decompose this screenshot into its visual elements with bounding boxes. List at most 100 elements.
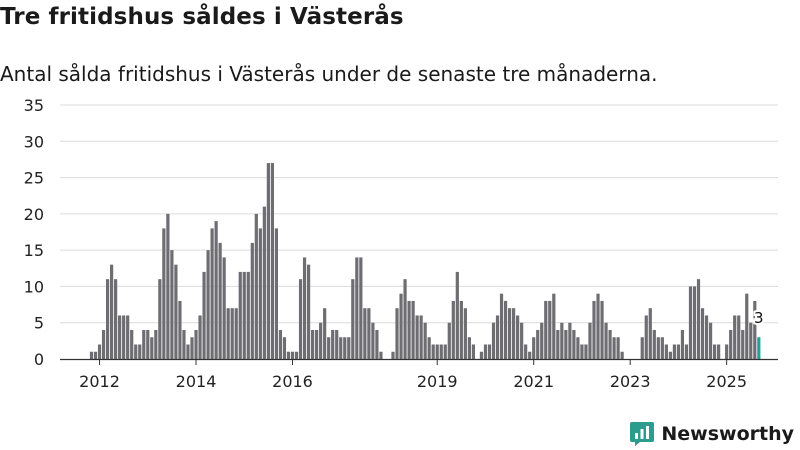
bar bbox=[684, 344, 689, 359]
bar bbox=[391, 351, 395, 359]
brand-logo: Newsworthy bbox=[629, 420, 794, 448]
bar bbox=[600, 300, 604, 359]
bar-series bbox=[89, 163, 761, 359]
bar bbox=[298, 279, 303, 359]
bar bbox=[704, 315, 709, 359]
bar bbox=[560, 322, 564, 359]
bar bbox=[407, 300, 411, 359]
y-tick-label: 10 bbox=[24, 277, 44, 296]
bar bbox=[620, 351, 624, 359]
bar bbox=[572, 329, 576, 359]
bar-highlight bbox=[757, 337, 761, 359]
bar bbox=[274, 228, 279, 359]
bar bbox=[483, 344, 488, 359]
bar bbox=[395, 308, 399, 359]
bar bbox=[355, 257, 359, 359]
bar bbox=[491, 322, 496, 359]
bar bbox=[194, 329, 198, 359]
bar bbox=[584, 344, 588, 359]
bar bbox=[134, 344, 138, 359]
bar bbox=[741, 329, 745, 359]
bar bbox=[487, 344, 492, 359]
bar bbox=[290, 351, 295, 359]
bar bbox=[713, 344, 717, 359]
bar bbox=[447, 322, 451, 359]
bar bbox=[435, 344, 439, 359]
bar bbox=[656, 337, 660, 359]
bar bbox=[604, 322, 608, 359]
bar bbox=[737, 315, 741, 359]
bar bbox=[556, 329, 560, 359]
bar bbox=[270, 163, 274, 359]
bar bbox=[676, 344, 681, 359]
bar bbox=[459, 300, 463, 359]
bar bbox=[499, 293, 504, 359]
bar bbox=[411, 300, 415, 359]
bar bbox=[262, 206, 266, 359]
y-axis-ticks: 0 5 10 15 20 25 30 35 bbox=[24, 96, 44, 369]
bar bbox=[467, 337, 471, 359]
bar bbox=[725, 344, 729, 359]
bar bbox=[222, 257, 226, 359]
bar bbox=[178, 300, 182, 359]
bar bbox=[540, 322, 544, 359]
bar bbox=[520, 322, 524, 359]
newsworthy-logo-icon bbox=[630, 422, 655, 446]
bar bbox=[351, 279, 355, 359]
bar bbox=[230, 308, 234, 359]
bar bbox=[403, 279, 407, 359]
bar bbox=[592, 300, 596, 359]
bar bbox=[302, 257, 307, 359]
bar bbox=[210, 228, 214, 359]
bar bbox=[749, 322, 753, 359]
bar bbox=[122, 315, 126, 359]
bar bbox=[214, 221, 218, 359]
bar bbox=[238, 271, 242, 359]
bar bbox=[548, 300, 552, 359]
bar bbox=[660, 337, 664, 359]
bar bbox=[162, 228, 166, 359]
bar bbox=[242, 271, 246, 359]
bar bbox=[282, 337, 287, 359]
bar bbox=[516, 315, 520, 359]
bar bbox=[399, 293, 403, 359]
bar bbox=[544, 300, 548, 359]
bar bbox=[286, 351, 291, 359]
bar bbox=[234, 308, 238, 359]
bar bbox=[254, 213, 258, 359]
bar bbox=[105, 279, 110, 359]
bar bbox=[339, 337, 343, 359]
bar bbox=[154, 329, 158, 359]
bar bbox=[278, 329, 283, 359]
bar bbox=[479, 351, 484, 359]
x-tick-label: 2016 bbox=[272, 372, 313, 391]
bar bbox=[507, 308, 512, 359]
bar bbox=[427, 337, 431, 359]
bar bbox=[311, 329, 315, 359]
bar bbox=[753, 300, 757, 359]
bar bbox=[580, 344, 584, 359]
last-value-label: 3 bbox=[754, 309, 764, 327]
bar bbox=[576, 337, 580, 359]
bar bbox=[89, 351, 94, 359]
x-tick-label: 2023 bbox=[610, 372, 651, 391]
bar bbox=[118, 315, 122, 359]
bar bbox=[443, 344, 447, 359]
bar bbox=[640, 337, 644, 359]
x-axis: 2012 2014 2016 2019 2021 2023 2025 bbox=[60, 358, 778, 391]
y-tick-label: 30 bbox=[24, 132, 44, 151]
chart-title: Tre fritidshus såldes i Västerås bbox=[0, 4, 404, 30]
bar bbox=[608, 329, 612, 359]
bar bbox=[250, 242, 254, 359]
y-tick-label: 20 bbox=[24, 205, 44, 224]
bar bbox=[327, 337, 331, 359]
y-tick-label: 35 bbox=[24, 96, 44, 115]
bar bbox=[652, 329, 656, 359]
brand-name: Newsworthy bbox=[661, 423, 794, 445]
bar bbox=[218, 242, 222, 359]
bar bbox=[700, 308, 705, 359]
bar bbox=[166, 213, 170, 359]
bar bbox=[664, 344, 668, 359]
bar bbox=[266, 163, 270, 359]
